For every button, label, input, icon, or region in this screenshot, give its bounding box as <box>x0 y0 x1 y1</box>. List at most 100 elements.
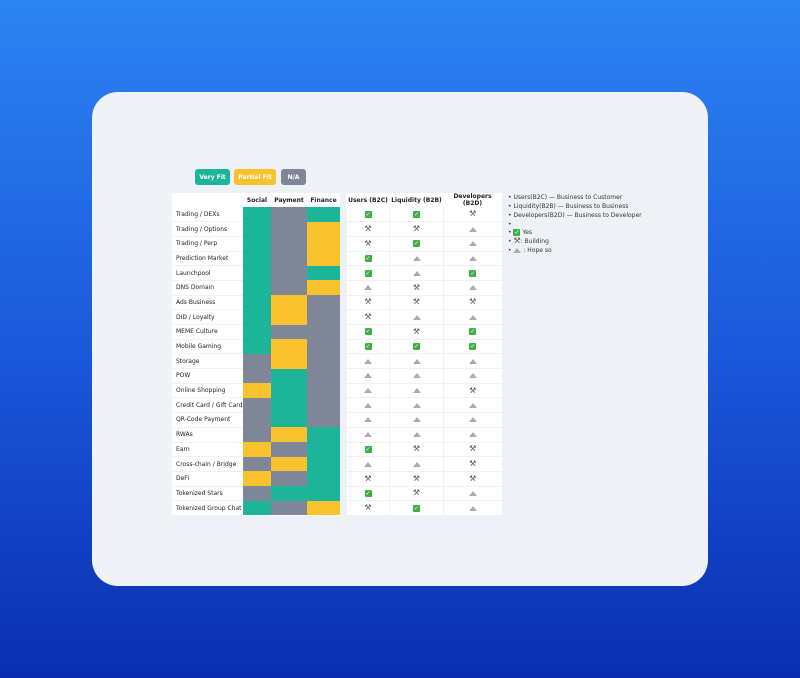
fit-cell <box>243 412 271 428</box>
status-hope <box>346 412 390 428</box>
row-name: Ads Business <box>172 295 243 311</box>
status-hope <box>443 427 502 443</box>
hope-icon <box>364 432 372 438</box>
table-row: Cross-chain / Bridge <box>172 456 340 472</box>
status-hope <box>346 397 390 414</box>
hope-icon <box>364 388 372 394</box>
hope-icon <box>468 417 477 423</box>
fit-cell <box>271 280 307 296</box>
fit-cell <box>271 442 307 457</box>
status-hope <box>346 383 390 399</box>
status-hope <box>389 265 444 281</box>
status-yes: ✓ <box>389 500 444 516</box>
table-row: Trading / Perp <box>172 236 340 252</box>
status-hope <box>389 368 444 384</box>
check-icon: ✓ <box>364 210 372 218</box>
hope-icon <box>468 358 477 364</box>
hope-icon <box>412 373 421 379</box>
table-row: Trading / Options <box>172 221 340 237</box>
table-row <box>346 368 502 384</box>
notes: Users(B2C) — Business to Customer Liquid… <box>508 193 642 255</box>
table-row: ⚒ <box>346 383 502 399</box>
fit-cell <box>271 207 307 222</box>
status-building: ⚒ <box>346 221 390 237</box>
fit-table: Social Payment Finance Trading / DEXs Tra… <box>172 193 340 516</box>
table-row: Trading / DEXs <box>172 207 340 223</box>
table-row: Tokenized Stars <box>172 486 340 502</box>
fit-cell <box>243 280 271 296</box>
note: Liquidity(B2B) — Business to Business <box>508 202 642 211</box>
status-yes: ✓ <box>346 207 390 223</box>
fit-cell <box>271 295 307 310</box>
table-row: QR-Code Payment <box>172 412 340 428</box>
hope-icon <box>468 285 477 291</box>
table-row: ⚒ <box>346 309 502 325</box>
status-yes: ✓ <box>443 339 502 355</box>
fit-cell <box>243 251 271 266</box>
row-name: QR-Code Payment <box>172 412 243 428</box>
fit-cell <box>271 353 307 369</box>
table-row: Ads Business <box>172 295 340 311</box>
hope-icon <box>468 241 477 247</box>
check-icon: ✓ <box>413 343 420 351</box>
hammer-pick-icon: ⚒ <box>469 297 477 307</box>
row-name: DID / Loyalty <box>172 309 243 325</box>
fit-cell <box>307 295 340 310</box>
hammer-pick-icon: ⚒ <box>469 473 477 483</box>
status-hope <box>443 251 502 267</box>
row-name: Tokenized Stars <box>172 486 243 502</box>
fit-cell <box>307 500 340 516</box>
fit-cell <box>243 207 271 222</box>
hammer-pick-icon: ⚒ <box>364 473 372 483</box>
row-name: Earn <box>172 442 243 458</box>
row-name: Trading / Options <box>172 221 243 237</box>
table-row: ✓ ✓ ✓ <box>346 339 502 355</box>
table-row: Earn <box>172 442 340 458</box>
status-hope <box>443 412 502 428</box>
fit-cell <box>243 471 271 487</box>
table-row: DID / Loyalty <box>172 309 340 325</box>
table-row: DeFi <box>172 471 340 487</box>
status-hope <box>389 427 444 443</box>
fit-cell <box>307 412 340 428</box>
status-yes: ✓ <box>346 265 390 281</box>
row-name: Online Shopping <box>172 383 243 399</box>
legend-partial-fit: Partial Fit <box>234 169 276 185</box>
check-icon: ✓ <box>364 445 372 453</box>
fit-cell <box>307 368 340 384</box>
row-name: Launchpool <box>172 265 243 281</box>
hammer-pick-icon: ⚒ <box>364 503 372 513</box>
legend-very-fit: Very Fit <box>195 169 230 185</box>
status-hope <box>443 236 502 252</box>
hammer-pick-icon: ⚒ <box>412 297 421 307</box>
table-row: ⚒ ⚒ ⚒ <box>346 471 502 487</box>
status-yes: ✓ <box>389 236 444 252</box>
status-building: ⚒ <box>443 383 502 399</box>
table-row: RWAs <box>172 427 340 443</box>
fit-cell <box>307 251 340 266</box>
hammer-pick-icon: ⚒ <box>412 282 421 292</box>
note: Developers(B2D) — Business to Developer <box>508 211 641 220</box>
fit-cell <box>271 397 307 413</box>
legend-hope-label: : Hope so <box>523 247 552 254</box>
check-icon: ✓ <box>364 489 372 497</box>
hope-icon <box>468 402 477 408</box>
hope-icon <box>364 285 372 291</box>
fit-cell <box>243 442 271 457</box>
status-building: ⚒ <box>389 280 444 296</box>
fit-cell <box>271 251 307 266</box>
row-name: Cross-chain / Bridge <box>172 456 243 472</box>
hope-icon <box>513 248 522 253</box>
status-building: ⚒ <box>389 324 444 340</box>
fit-cell <box>243 427 271 442</box>
fit-cell <box>307 383 340 398</box>
check-icon: ✓ <box>469 269 477 277</box>
fit-cell <box>307 442 340 457</box>
status-yes: ✓ <box>389 207 444 223</box>
table-row: Mobile Gaming <box>172 339 340 355</box>
hammer-pick-icon: ⚒ <box>513 236 521 245</box>
check-icon: ✓ <box>364 343 372 351</box>
fit-cell <box>243 456 271 472</box>
hammer-pick-icon: ⚒ <box>412 444 421 454</box>
fit-cell <box>243 339 271 354</box>
